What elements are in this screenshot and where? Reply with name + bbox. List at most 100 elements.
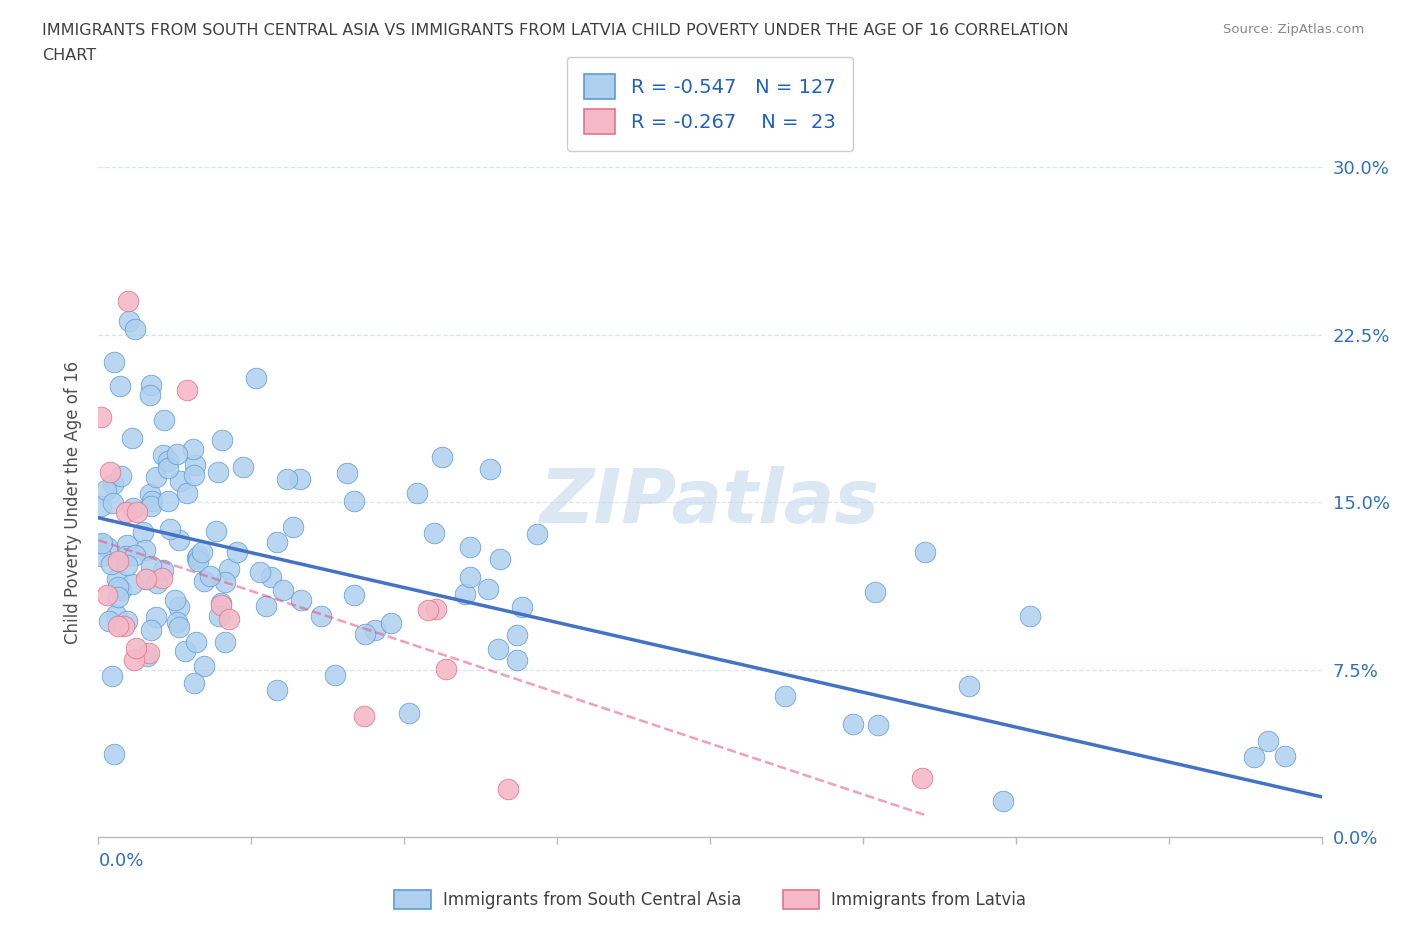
Point [283,519,305,534]
Point [152,448,174,463]
Point [139,388,162,403]
Point [353,626,375,641]
Point [510,599,533,614]
Text: CHART: CHART [42,48,96,63]
Text: Source: ZipAtlas.com: Source: ZipAtlas.com [1223,23,1364,36]
Point [200,569,222,584]
Point [166,447,188,462]
Point [145,609,167,624]
Point [152,563,174,578]
Legend: Immigrants from South Central Asia, Immigrants from Latvia: Immigrants from South Central Asia, Immi… [388,884,1032,916]
Point [156,454,179,469]
Point [260,569,283,584]
Point [526,526,548,541]
Point [127,504,149,519]
Point [165,593,187,608]
Point [152,413,174,428]
Point [489,551,512,566]
Point [245,370,267,385]
Point [101,668,124,683]
Point [288,472,311,486]
Point [121,431,143,445]
Point [343,588,366,603]
Point [842,717,865,732]
Point [110,469,132,484]
Point [107,590,129,604]
Point [117,614,139,629]
Point [135,572,157,587]
Point [506,628,529,643]
Text: 0.0%: 0.0% [98,852,143,870]
Point [115,558,138,573]
Point [122,501,145,516]
Point [183,675,205,690]
Y-axis label: Child Poverty Under the Age of 16: Child Poverty Under the Age of 16 [63,361,82,644]
Point [434,662,457,677]
Point [169,599,191,614]
Point [477,581,499,596]
Point [184,634,207,649]
Point [145,576,167,591]
Point [100,556,122,571]
Point [214,575,236,590]
Point [266,683,288,698]
Point [478,462,501,477]
Point [125,641,148,656]
Point [115,504,138,519]
Point [488,642,510,657]
Point [218,562,240,577]
Point [110,582,132,597]
Point [176,382,198,397]
Point [103,496,125,511]
Text: IMMIGRANTS FROM SOUTH CENTRAL ASIA VS IMMIGRANTS FROM LATVIA CHILD POVERTY UNDER: IMMIGRANTS FROM SOUTH CENTRAL ASIA VS IM… [42,23,1069,38]
Point [183,467,205,482]
Point [122,653,145,668]
Point [254,598,277,613]
Point [276,472,298,486]
Point [96,540,118,555]
Point [101,477,124,492]
Point [193,574,215,589]
Point [957,679,980,694]
Point [184,458,207,472]
Point [107,553,129,568]
Point [90,498,112,513]
Point [134,543,156,558]
Point [775,688,797,703]
Point [104,607,127,622]
Point [141,498,163,513]
Point [866,718,889,733]
Point [273,582,295,597]
Point [343,494,366,509]
Point [124,548,146,563]
Point [914,545,936,560]
Point [139,622,162,637]
Point [167,619,190,634]
Point [353,708,375,723]
Point [135,648,157,663]
Point [90,537,112,551]
Point [364,622,387,637]
Point [432,449,454,464]
Point [96,588,118,603]
Point [991,793,1014,808]
Point [103,354,125,369]
Point [208,609,231,624]
Point [139,558,162,573]
Point [422,526,444,541]
Point [226,545,249,560]
Point [156,461,179,476]
Point [425,602,447,617]
Point [406,486,429,501]
Point [186,551,208,565]
Point [418,603,440,618]
Point [135,571,157,586]
Point [211,432,233,447]
Point [103,747,125,762]
Point [90,549,112,564]
Point [232,459,254,474]
Point [117,538,139,552]
Point [249,565,271,579]
Point [290,592,312,607]
Point [398,706,420,721]
